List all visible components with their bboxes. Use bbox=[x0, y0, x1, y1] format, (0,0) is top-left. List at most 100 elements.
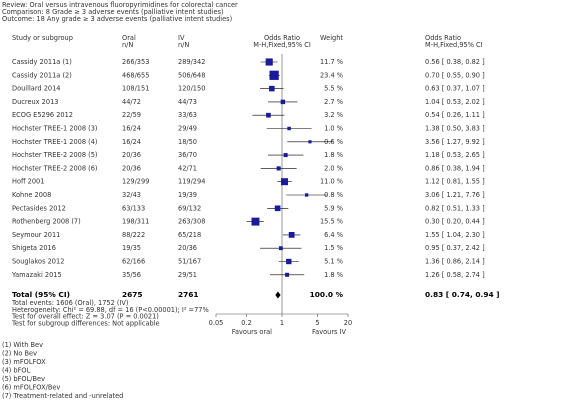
effect-square bbox=[269, 85, 275, 92]
total-odds-ratio: 0.83 [ 0.74, 0.94 ] bbox=[425, 290, 500, 299]
iv-events: 263/308 bbox=[178, 218, 205, 226]
study-name: Cassidy 2011a (1) bbox=[12, 58, 72, 66]
iv-events: 19/39 bbox=[178, 191, 197, 199]
iv-events: 33/63 bbox=[178, 111, 197, 119]
x-tick-label: 5 bbox=[315, 319, 319, 327]
iv-events: 69/132 bbox=[178, 204, 201, 212]
study-name: Seymour 2011 bbox=[12, 231, 60, 239]
outcome: Outcome: 18 Any grade ≥ 3 adverse events… bbox=[2, 15, 232, 23]
effect-square bbox=[287, 126, 291, 131]
weight: 11.7 % bbox=[320, 58, 343, 66]
footnote: (3) mFOLFOX bbox=[2, 358, 46, 366]
x-tick-label: 20 bbox=[344, 319, 352, 327]
effect-square bbox=[286, 258, 292, 265]
odds-ratio: 1.38 [ 0.50, 3.83 ] bbox=[425, 125, 485, 133]
odds-ratio: 0.95 [ 0.37, 2.42 ] bbox=[425, 244, 485, 252]
oral-events: 63/133 bbox=[122, 204, 145, 212]
column-header: Oral bbox=[122, 34, 136, 42]
x-tick-label: 0.2 bbox=[241, 319, 252, 327]
study-name: Ducreux 2013 bbox=[12, 98, 58, 106]
iv-events: 20/36 bbox=[178, 244, 197, 252]
odds-ratio: 0.70 [ 0.55, 0.90 ] bbox=[425, 71, 485, 79]
note: Heterogeneity: Chi² = 69.88, df = 16 (P<… bbox=[12, 306, 209, 314]
effect-square bbox=[304, 193, 309, 197]
weight: 5.1 % bbox=[324, 258, 343, 266]
oral-events: 16/24 bbox=[122, 125, 141, 133]
weight: 2.0 % bbox=[324, 164, 343, 172]
study-name: Hochster TREE-2 2008 (5) bbox=[12, 151, 98, 159]
column-header: Odds Ratio bbox=[264, 34, 300, 42]
odds-ratio: 0.56 [ 0.38, 0.82 ] bbox=[425, 58, 485, 66]
effect-square bbox=[251, 217, 260, 226]
study-name: Shigeta 2016 bbox=[12, 244, 56, 252]
footnote: (2) No Bev bbox=[2, 350, 37, 358]
total-iv: 2761 bbox=[178, 290, 199, 299]
odds-ratio: 0.63 [ 0.37, 1.07 ] bbox=[425, 85, 485, 93]
odds-ratio: 1.26 [ 0.58, 2.74 ] bbox=[425, 271, 485, 279]
effect-square bbox=[308, 140, 312, 144]
odds-ratio: 0.30 [ 0.20, 0.44 ] bbox=[425, 218, 485, 226]
oral-events: 129/299 bbox=[122, 178, 149, 186]
odds-ratio: 1.36 [ 0.86, 2.14 ] bbox=[425, 258, 485, 266]
iv-events: 65/218 bbox=[178, 231, 201, 239]
x-tick-label: 1 bbox=[280, 319, 284, 327]
weight: 6.4 % bbox=[324, 231, 343, 239]
effect-square bbox=[265, 58, 273, 66]
x-tick-label: 0.05 bbox=[209, 319, 224, 327]
column-header: Weight bbox=[320, 34, 343, 42]
study-name: Douillard 2014 bbox=[12, 85, 60, 93]
effect-square bbox=[283, 153, 288, 158]
weight: 15.5 % bbox=[320, 218, 343, 226]
oral-events: 468/655 bbox=[122, 71, 149, 79]
weight: 1.5 % bbox=[324, 244, 343, 252]
effect-square bbox=[280, 99, 286, 105]
odds-ratio: 0.82 [ 0.51, 1.33 ] bbox=[425, 204, 485, 212]
weight: 2.7 % bbox=[324, 98, 343, 106]
effect-square bbox=[266, 112, 271, 118]
odds-ratio: 3.56 [ 1.27, 9.92 ] bbox=[425, 138, 485, 146]
oral-events: 32/43 bbox=[122, 191, 141, 199]
iv-events: 51/167 bbox=[178, 258, 201, 266]
effect-square bbox=[274, 205, 281, 212]
column-subheader: n/N bbox=[178, 41, 189, 49]
footnote: (6) mFOLFOX/Bev bbox=[2, 384, 60, 392]
weight: 11.0 % bbox=[320, 178, 343, 186]
iv-events: 119/294 bbox=[178, 178, 205, 186]
footnote: (5) bFOL/Bev bbox=[2, 375, 45, 383]
total-weight: 100.0 % bbox=[310, 290, 344, 299]
column-header: Odds Ratio bbox=[425, 34, 461, 42]
weight: 23.4 % bbox=[320, 71, 343, 79]
favours-left: Favours oral bbox=[232, 328, 272, 336]
iv-events: 289/342 bbox=[178, 58, 205, 66]
effect-square bbox=[288, 232, 295, 238]
note: Total events: 1606 (Oral), 1752 (IV) bbox=[11, 299, 129, 307]
odds-ratio: 1.12 [ 0.81, 1.55 ] bbox=[425, 178, 485, 186]
weight: 3.2 % bbox=[324, 111, 343, 119]
study-name: Cassidy 2011a (2) bbox=[12, 71, 72, 79]
weight: 1.8 % bbox=[324, 151, 343, 159]
iv-events: 29/51 bbox=[178, 271, 197, 279]
oral-events: 62/166 bbox=[122, 258, 145, 266]
footnote: (1) With Bev bbox=[2, 341, 43, 349]
study-name: ECOG E5296 2012 bbox=[12, 111, 73, 119]
column-subheader: n/N bbox=[122, 41, 133, 49]
iv-events: 29/49 bbox=[178, 125, 197, 133]
column-header: IV bbox=[178, 34, 185, 42]
study-name: Hochster TREE-1 2008 (4) bbox=[12, 138, 98, 146]
comparison: Comparison: 8 Grade ≥ 3 adverse events (… bbox=[2, 8, 224, 16]
study-name: Hochster TREE-2 2008 (6) bbox=[12, 164, 98, 172]
odds-ratio: 3.06 [ 1.21, 7.76 ] bbox=[425, 191, 485, 199]
odds-ratio: 1.04 [ 0.53, 2.02 ] bbox=[425, 98, 485, 106]
weight: 5.5 % bbox=[324, 85, 343, 93]
column-header: Study or subgroup bbox=[12, 34, 73, 42]
oral-events: 20/36 bbox=[122, 164, 141, 172]
odds-ratio: 0.86 [ 0.38, 1.94 ] bbox=[425, 164, 485, 172]
oral-events: 198/311 bbox=[122, 218, 149, 226]
oral-events: 266/353 bbox=[122, 58, 149, 66]
study-name: Kohne 2008 bbox=[12, 191, 51, 199]
odds-ratio: 1.18 [ 0.53, 2.65 ] bbox=[425, 151, 485, 159]
total-diamond bbox=[275, 291, 281, 299]
study-name: Hoff 2001 bbox=[12, 178, 44, 186]
weight: 5.9 % bbox=[324, 204, 343, 212]
